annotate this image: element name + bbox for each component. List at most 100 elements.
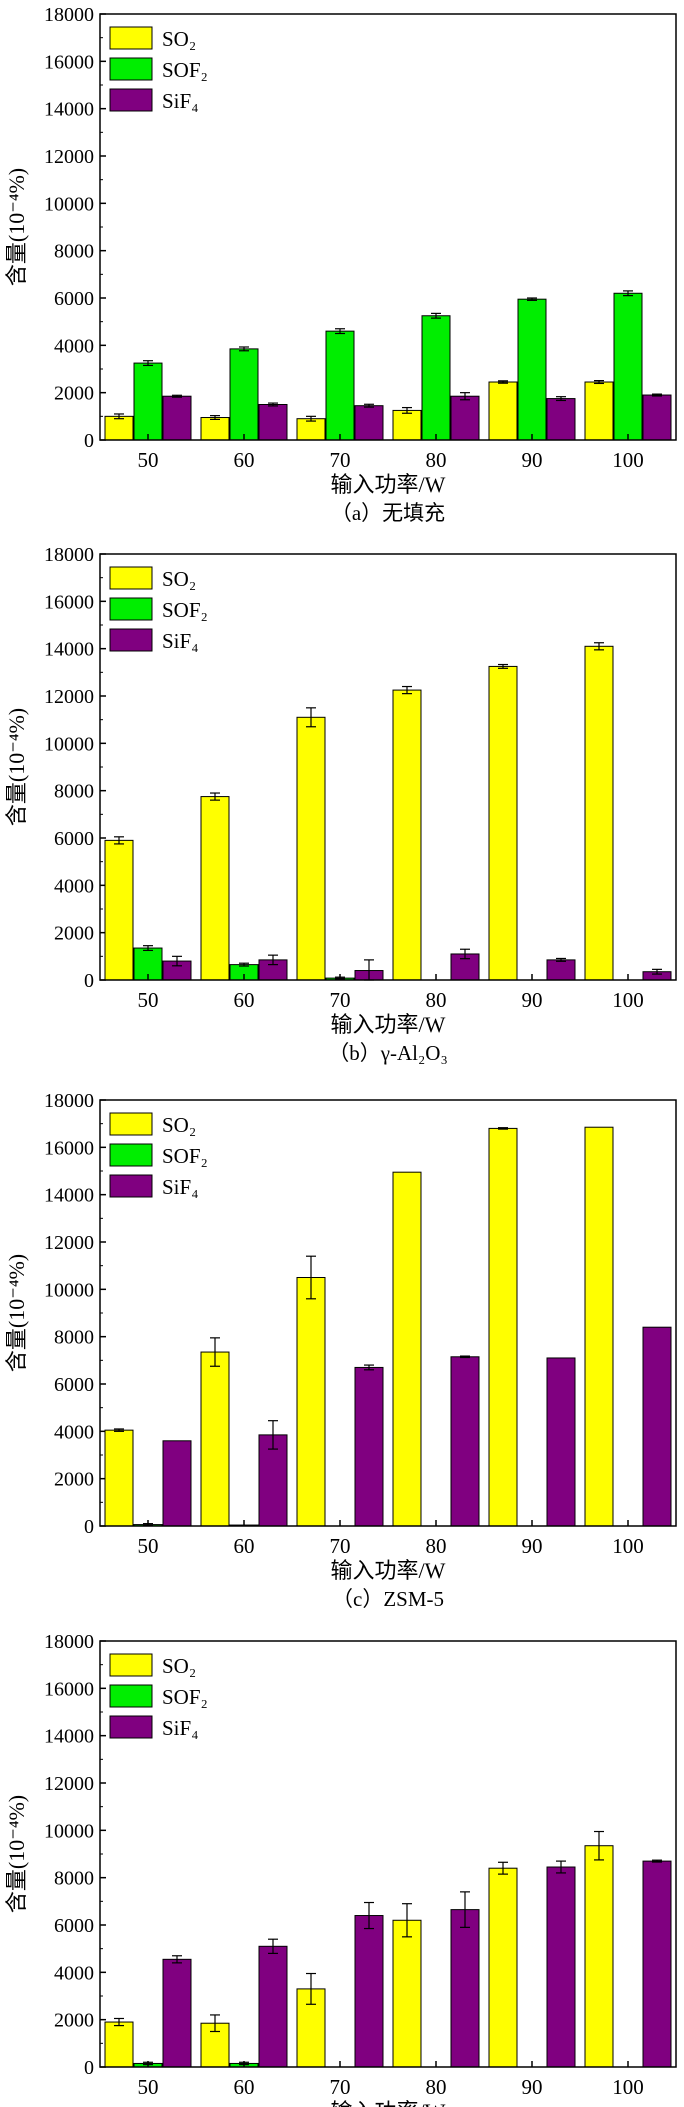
error-bar-sof2-60: [239, 962, 249, 967]
error-bar-sof2-50: [143, 945, 153, 952]
x-tick-label: 50: [138, 988, 159, 1012]
error-bar-so2-70: [306, 1255, 316, 1300]
x-tick-label: 50: [138, 2075, 159, 2099]
y-tick-label: 4000: [54, 875, 94, 897]
y-tick-label: 10000: [44, 1279, 94, 1301]
x-tick-label: 70: [330, 2075, 351, 2099]
bar-sif4-70: [354, 1366, 384, 1527]
bar-sif4-70: [354, 405, 384, 441]
x-axis-label: 输入功率/W: [331, 472, 446, 497]
legend-swatch-sif4: [109, 1174, 153, 1198]
y-tick-label: 4000: [54, 1962, 94, 1984]
y-tick-label: 0: [84, 430, 94, 452]
x-axis-label: 输入功率/W: [331, 1558, 446, 1583]
y-tick-label: 8000: [54, 1868, 94, 1890]
error-bar-so2-70: [306, 707, 316, 728]
legend-label-so2: SO₂: [162, 27, 196, 51]
bar-so2-90: [488, 381, 518, 441]
y-tick-label: 18000: [44, 4, 94, 26]
bar-sif4-60: [258, 404, 288, 441]
error-bar-sif4-60: [268, 1420, 278, 1450]
chart-panel-3: 0 2000 4000 6000 8000 10000 12000 14000 16000 180…: [4, 1090, 677, 1611]
y-tick-label: 18000: [44, 1090, 94, 1112]
error-bar-so2-80: [402, 685, 412, 695]
x-tick-label: 90: [522, 1534, 543, 1558]
legend: SO₂ SOF₂ SiF₄: [109, 26, 208, 113]
plot-frame: [99, 1099, 677, 1527]
error-bar-so2-100: [594, 379, 604, 385]
x-tick-label: 80: [426, 2075, 447, 2099]
bar-sof2-60: [229, 348, 259, 441]
plot-frame: [99, 553, 677, 981]
legend-swatch-sof2: [109, 597, 153, 621]
bar-sof2-50: [133, 362, 163, 441]
error-bar-sif4-80: [460, 1355, 470, 1359]
legend-swatch-so2: [109, 566, 153, 590]
y-tick-label: 12000: [44, 146, 94, 168]
bar-so2-60: [200, 417, 230, 441]
bar-so2-60: [200, 796, 230, 981]
panel-caption: （a）无填充: [331, 501, 445, 525]
legend: SO₂ SOF₂ SiF₄: [109, 566, 208, 653]
x-tick-label: 80: [426, 988, 447, 1012]
y-tick-label: 12000: [44, 686, 94, 708]
bar-sif4-100: [642, 1860, 672, 2068]
bar-sof2-80: [421, 315, 451, 441]
y-tick-label: 4000: [54, 335, 94, 357]
x-tick-label: 90: [522, 988, 543, 1012]
x-tick-label: 80: [426, 1534, 447, 1558]
y-tick-label: 8000: [54, 241, 94, 263]
x-tick-label: 100: [612, 448, 644, 472]
plot-frame: [99, 1640, 677, 2068]
legend-swatch-sof2: [109, 1684, 153, 1708]
y-axis-label: 含量(10⁻⁴%): [4, 708, 29, 826]
error-bar-so2-60: [210, 792, 220, 801]
x-tick-label: 100: [612, 988, 644, 1012]
error-bar-so2-70: [306, 415, 316, 422]
y-tick-label: 2000: [54, 383, 94, 405]
x-tick-label: 70: [330, 448, 351, 472]
bar-so2-90: [488, 665, 518, 981]
error-bar-so2-50: [114, 836, 124, 845]
y-tick-label: 10000: [44, 1820, 94, 1842]
error-bar-so2-90: [498, 1127, 508, 1130]
error-bar-sif4-100: [652, 393, 662, 397]
error-bar-sof2-60: [239, 346, 249, 352]
x-axis-label: 输入功率/W: [331, 1012, 446, 1037]
error-bar-sif4-60: [268, 1938, 278, 1955]
panel-caption: （c）ZSM-5: [332, 1587, 444, 1611]
y-tick-label: 2000: [54, 1469, 94, 1491]
error-bar-sif4-80: [460, 1891, 470, 1928]
legend-swatch-so2: [109, 26, 153, 50]
error-bar-sif4-90: [556, 1860, 566, 1874]
bar-so2-90: [488, 1867, 518, 2068]
x-tick-label: 80: [426, 448, 447, 472]
legend-swatch-sif4: [109, 1715, 153, 1739]
legend-label-sif4: SiF₄: [162, 1716, 199, 1740]
x-tick-label: 60: [234, 1534, 255, 1558]
x-tick-label: 70: [330, 1534, 351, 1558]
legend: SO₂ SOF₂ SiF₄: [109, 1112, 208, 1199]
chart-panel-1: 0 2000 4000 6000 8000 10000 12000 14000 16000 180…: [4, 4, 677, 525]
x-axis-label: 输入功率/W: [331, 2099, 446, 2107]
bar-so2-80: [392, 1919, 422, 2068]
error-bar-so2-70: [306, 1972, 316, 2005]
legend-swatch-sif4: [109, 628, 153, 652]
bar-sif4-50: [162, 395, 192, 441]
y-tick-label: 2000: [54, 923, 94, 945]
x-tick-label: 90: [522, 448, 543, 472]
error-bar-sif4-60: [268, 954, 278, 966]
error-bar-so2-50: [114, 2017, 124, 2027]
legend-label-sif4: SiF₄: [162, 89, 199, 113]
bar-sif4-70: [354, 1915, 384, 2068]
bar-so2-90: [488, 1127, 518, 1527]
chart-panel-4: 0 2000 4000 6000 8000 10000 12000 14000 16000 180…: [4, 1631, 677, 2107]
legend-label-sof2: SOF₂: [162, 58, 208, 82]
plot-frame: [99, 13, 677, 441]
error-bar-sof2-80: [431, 312, 441, 319]
bar-sif4-90: [546, 1357, 576, 1527]
panel-caption: （b）γ-Al₂O₃: [328, 1041, 448, 1065]
y-tick-label: 4000: [54, 1421, 94, 1443]
bar-so2-60: [200, 1351, 230, 1527]
error-bar-sif4-80: [460, 948, 470, 960]
